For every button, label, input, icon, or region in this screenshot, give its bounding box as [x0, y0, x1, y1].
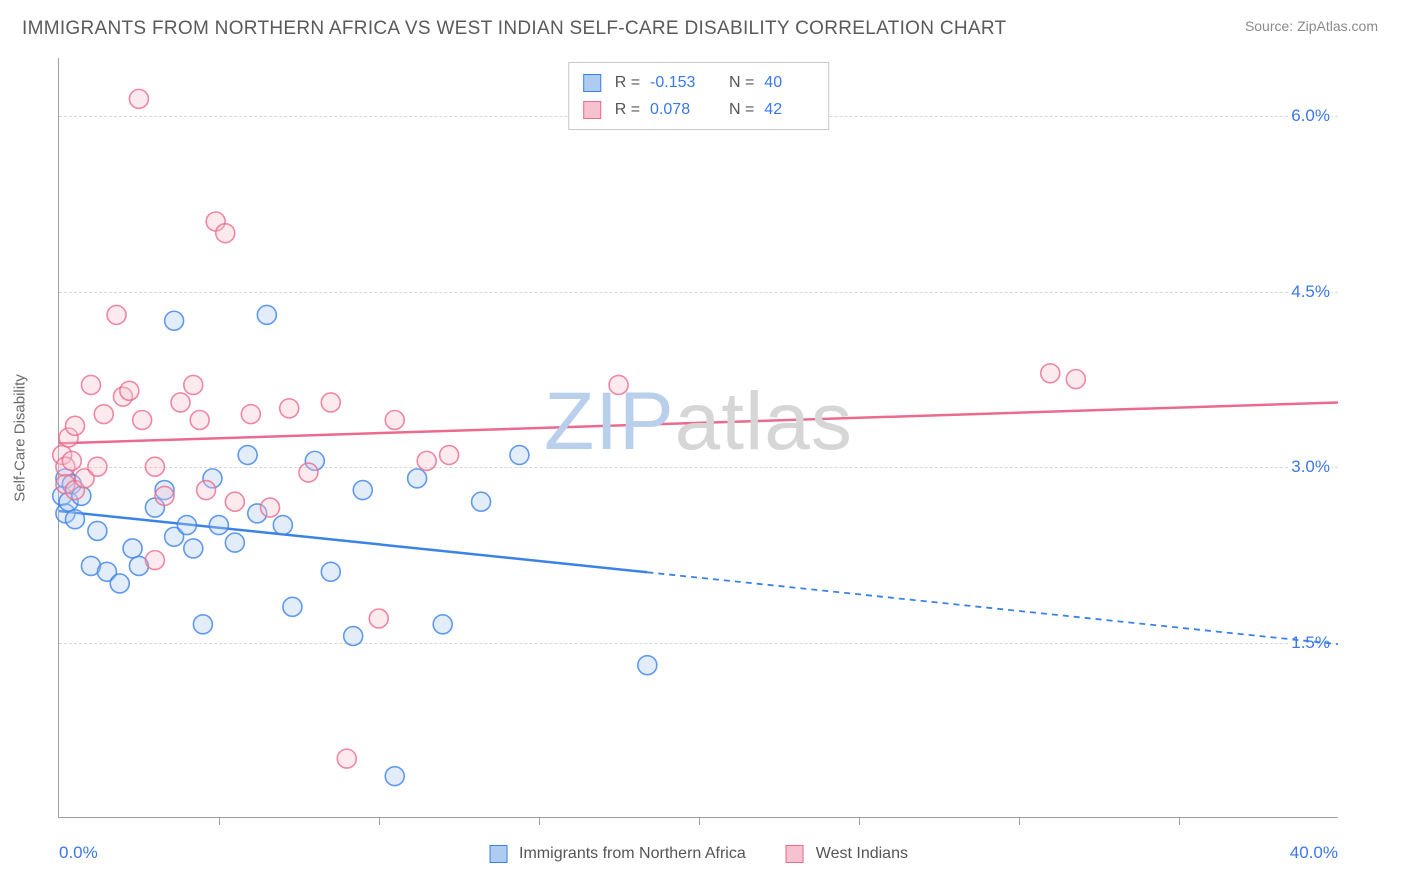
data-point-northern_africa [472, 492, 491, 511]
stat-r-value: -0.153 [650, 69, 700, 96]
x-tick [1179, 817, 1180, 825]
legend-label: West Indians [816, 845, 908, 863]
x-axis-min-label: 0.0% [59, 843, 98, 863]
data-point-west_indians [197, 481, 216, 500]
data-point-west_indians [241, 405, 260, 424]
legend-swatch [786, 845, 804, 863]
stat-n-label: N = [729, 69, 754, 96]
stat-n-value: 42 [764, 96, 814, 123]
data-point-west_indians [609, 375, 628, 394]
data-point-northern_africa [408, 469, 427, 488]
data-point-northern_africa [321, 562, 340, 581]
data-point-northern_africa [638, 656, 657, 675]
legend-stats-row: R = 0.078 N = 42 [583, 96, 815, 123]
data-point-west_indians [1066, 370, 1085, 389]
legend-stats-row: R = -0.153 N = 40 [583, 69, 815, 96]
x-tick [1019, 817, 1020, 825]
data-point-west_indians [321, 393, 340, 412]
data-point-west_indians [417, 451, 436, 470]
legend-stats-box: R = -0.153 N = 40R = 0.078 N = 42 [568, 62, 830, 130]
legend-swatch [583, 101, 601, 119]
data-point-northern_africa [344, 627, 363, 646]
x-tick [699, 817, 700, 825]
data-point-northern_africa [238, 446, 257, 465]
data-point-west_indians [440, 446, 459, 465]
x-axis-max-label: 40.0% [1290, 843, 1338, 863]
data-point-west_indians [81, 375, 100, 394]
data-point-west_indians [94, 405, 113, 424]
stat-n-label: N = [729, 96, 754, 123]
data-point-west_indians [337, 749, 356, 768]
x-tick [539, 817, 540, 825]
data-point-northern_africa [433, 615, 452, 634]
x-tick [379, 817, 380, 825]
data-point-northern_africa [177, 516, 196, 535]
legend-item: Immigrants from Northern Africa [489, 845, 746, 863]
regression-line-dashed-northern_africa [647, 572, 1338, 644]
stat-r-label: R = [615, 69, 640, 96]
data-point-west_indians [280, 399, 299, 418]
data-point-northern_africa [273, 516, 292, 535]
data-point-northern_africa [225, 533, 244, 552]
legend-bottom: Immigrants from Northern Africa West Indi… [489, 845, 908, 863]
data-point-northern_africa [65, 510, 84, 529]
data-point-west_indians [261, 498, 280, 517]
data-point-northern_africa [257, 305, 276, 324]
data-point-west_indians [216, 224, 235, 243]
data-point-west_indians [129, 89, 148, 108]
y-axis-title: Self-Care Disability [12, 374, 29, 502]
data-point-west_indians [62, 451, 81, 470]
data-point-west_indians [299, 463, 318, 482]
data-point-northern_africa [385, 767, 404, 786]
data-point-west_indians [133, 410, 152, 429]
stat-n-value: 40 [764, 69, 814, 96]
x-tick [859, 817, 860, 825]
legend-item: West Indians [786, 845, 908, 863]
chart-container: Self-Care Disability 1.5%3.0%4.5%6.0% ZI… [48, 58, 1348, 818]
data-point-northern_africa [110, 574, 129, 593]
legend-swatch [583, 74, 601, 92]
data-point-northern_africa [123, 539, 142, 558]
stat-r-value: 0.078 [650, 96, 700, 123]
data-point-northern_africa [193, 615, 212, 634]
data-point-northern_africa [184, 539, 203, 558]
data-point-west_indians [120, 381, 139, 400]
data-point-west_indians [155, 486, 174, 505]
plot-area: 1.5%3.0%4.5%6.0% ZIPatlas R = -0.153 N =… [58, 58, 1338, 818]
data-point-northern_africa [353, 481, 372, 500]
data-point-west_indians [65, 416, 84, 435]
legend-swatch [489, 845, 507, 863]
scatter-plot-svg [59, 58, 1338, 817]
source-label: Source: ZipAtlas.com [1245, 18, 1378, 34]
data-point-west_indians [145, 457, 164, 476]
data-point-west_indians [385, 410, 404, 429]
data-point-northern_africa [283, 597, 302, 616]
data-point-northern_africa [88, 521, 107, 540]
x-tick [219, 817, 220, 825]
data-point-west_indians [88, 457, 107, 476]
data-point-west_indians [184, 375, 203, 394]
data-point-west_indians [190, 410, 209, 429]
data-point-west_indians [225, 492, 244, 511]
data-point-west_indians [107, 305, 126, 324]
data-point-west_indians [145, 551, 164, 570]
data-point-west_indians [171, 393, 190, 412]
legend-label: Immigrants from Northern Africa [519, 845, 746, 863]
stat-r-label: R = [615, 96, 640, 123]
data-point-west_indians [1041, 364, 1060, 383]
data-point-northern_africa [165, 311, 184, 330]
data-point-northern_africa [209, 516, 228, 535]
data-point-west_indians [369, 609, 388, 628]
chart-title: IMMIGRANTS FROM NORTHERN AFRICA VS WEST … [22, 18, 1006, 40]
data-point-northern_africa [510, 446, 529, 465]
